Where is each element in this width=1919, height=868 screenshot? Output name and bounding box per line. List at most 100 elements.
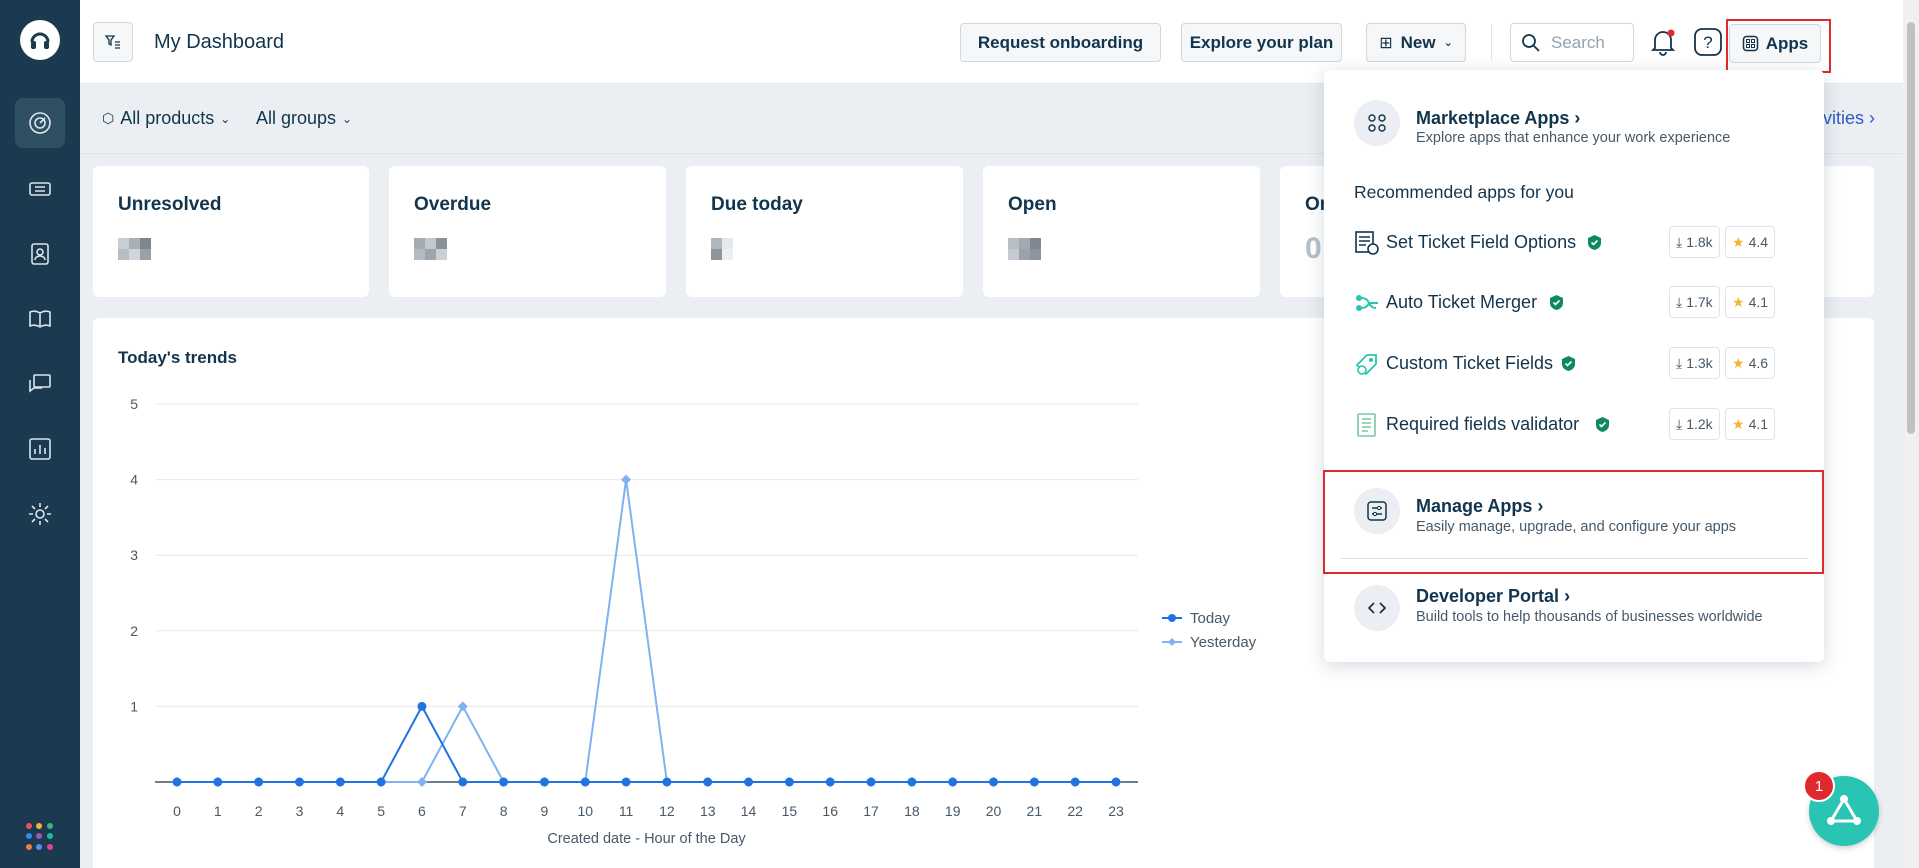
rating-badge: ★ 4.6	[1725, 347, 1776, 379]
code-brackets-icon	[1354, 585, 1400, 631]
x-tick-label: 6	[418, 803, 426, 819]
verified-shield-icon	[1596, 417, 1609, 432]
contact-card-icon	[31, 243, 49, 265]
legend-item-today[interactable]: Today	[1162, 606, 1256, 630]
y-tick-label: 2	[130, 623, 138, 639]
app-row-custom-ticket-fields[interactable]: Custom Ticket Fields ⤓ 1.3k ★ 4.6	[1354, 343, 1794, 383]
legend-item-yesterday[interactable]: Yesterday	[1162, 630, 1256, 654]
unresolved-card[interactable]: Unresolved	[93, 166, 369, 297]
x-tick-label: 9	[541, 803, 549, 819]
help-button[interactable]: ?	[1690, 24, 1726, 60]
ticket-icon	[29, 182, 51, 196]
star-icon: ★	[1732, 354, 1745, 371]
product-switcher-icon[interactable]	[26, 823, 54, 851]
sidebar-item-admin[interactable]	[15, 489, 65, 539]
new-button[interactable]: ⊞ New ⌄	[1366, 23, 1466, 62]
download-count: ⤓ 1.3k	[1669, 347, 1720, 379]
notification-count-badge: 1	[1803, 770, 1835, 802]
sidebar-item-tickets[interactable]	[15, 164, 65, 214]
x-tick-label: 2	[255, 803, 263, 819]
sidebar-item-contacts[interactable]	[15, 229, 65, 279]
manage-apps-title: Manage Apps	[1416, 496, 1533, 516]
developer-portal-subtitle: Build tools to help thousands of busines…	[1416, 609, 1763, 625]
x-tick-label: 18	[904, 803, 920, 819]
open-card[interactable]: Open	[983, 166, 1260, 297]
apps-button[interactable]: Apps	[1729, 24, 1821, 63]
chevron-down-icon: ⌄	[1443, 37, 1453, 49]
apps-box-icon	[1742, 35, 1758, 52]
download-icon: ⤓	[1676, 415, 1683, 432]
x-tick-label: 13	[700, 803, 716, 819]
marketplace-subtitle: Explore apps that enhance your work expe…	[1416, 130, 1731, 146]
app-row-auto-ticket-merger[interactable]: Auto Ticket Merger ⤓ 1.7k ★ 4.1	[1354, 282, 1794, 322]
x-tick-label: 5	[377, 803, 385, 819]
data-point-today	[1029, 777, 1039, 787]
app-row-required-fields-validator[interactable]: Required fields validator ⤓ 1.2k ★ 4.1	[1354, 404, 1794, 444]
sidebar-item-dashboard[interactable]	[15, 98, 65, 148]
series-line-today	[177, 704, 1116, 783]
download-count: ⤓ 1.8k	[1669, 226, 1720, 258]
marketplace-icon	[1354, 100, 1400, 146]
y-tick-label: 1	[130, 698, 138, 714]
app-name: Auto Ticket Merger	[1386, 292, 1538, 312]
due-today-card[interactable]: Due today	[686, 166, 963, 297]
scrollbar-thumb[interactable]	[1907, 22, 1915, 434]
y-tick-label: 4	[130, 472, 138, 488]
rating-value: 4.6	[1748, 355, 1769, 371]
sidebar-item-discussions[interactable]	[15, 359, 65, 409]
products-filter[interactable]: ⬡ All products ⌄	[102, 108, 230, 129]
groups-filter-label: All groups	[256, 108, 337, 128]
x-tick-label: 15	[782, 803, 798, 819]
manage-apps-icon	[1354, 488, 1400, 534]
marketplace-title: Marketplace Apps	[1416, 108, 1570, 128]
bar-chart-icon	[29, 438, 51, 460]
x-tick-label: 10	[577, 803, 593, 819]
overdue-card[interactable]: Overdue	[389, 166, 666, 297]
header-divider	[1491, 24, 1492, 60]
verified-shield-icon	[1562, 356, 1575, 371]
groups-filter[interactable]: All groups ⌄	[256, 108, 352, 129]
verified-shield-icon	[1588, 235, 1601, 250]
x-tick-label: 7	[459, 803, 467, 819]
blurred-value	[711, 238, 733, 260]
x-tick-label: 14	[741, 803, 757, 819]
data-point-today	[825, 777, 835, 787]
blurred-value	[414, 238, 447, 260]
y-tick-label: 3	[130, 547, 138, 563]
x-tick-label: 17	[863, 803, 879, 819]
page-scrollbar[interactable]	[1903, 0, 1919, 868]
x-axis-label: Created date - Hour of the Day	[547, 831, 746, 847]
request-onboarding-button[interactable]: Request onboarding	[960, 23, 1161, 62]
search-input[interactable]: Search	[1510, 23, 1634, 62]
download-count: ⤓ 1.7k	[1669, 286, 1720, 318]
merge-icon	[1356, 295, 1378, 311]
download-icon: ⤓	[1676, 354, 1683, 371]
data-point-today	[499, 777, 509, 787]
card-title: Overdue	[414, 194, 492, 215]
view-activities-link[interactable]: vities ›	[1823, 108, 1876, 128]
notifications-button[interactable]	[1645, 24, 1681, 60]
x-tick-label: 3	[296, 803, 304, 819]
x-tick-label: 22	[1067, 803, 1083, 819]
star-icon: ★	[1732, 233, 1745, 250]
data-point-yesterday	[416, 777, 427, 787]
explore-plan-button[interactable]: Explore your plan	[1181, 23, 1342, 62]
data-point-today	[539, 777, 549, 787]
freshdesk-logo-icon[interactable]	[20, 20, 60, 60]
download-count-value: 1.3k	[1686, 355, 1713, 371]
filter-toggle-button[interactable]	[93, 22, 133, 62]
download-icon: ⤓	[1676, 233, 1683, 250]
app-row-set-ticket-field-options[interactable]: Set Ticket Field Options ⤓ 1.8k ★ 4.4	[1354, 222, 1794, 262]
y-tick-label: 5	[130, 396, 138, 412]
checklist-icon	[1357, 413, 1376, 437]
plus-box-icon: ⊞	[1379, 34, 1393, 52]
data-point-yesterday	[621, 474, 632, 485]
data-point-today	[213, 777, 223, 787]
data-point-today	[703, 777, 713, 787]
developer-portal-title: Developer Portal	[1416, 586, 1560, 606]
data-point-today	[580, 777, 590, 787]
data-point-today	[907, 777, 917, 787]
sidebar-item-solutions[interactable]	[15, 294, 65, 344]
sidebar-item-analytics[interactable]	[15, 424, 65, 474]
form-icon	[1355, 231, 1379, 255]
